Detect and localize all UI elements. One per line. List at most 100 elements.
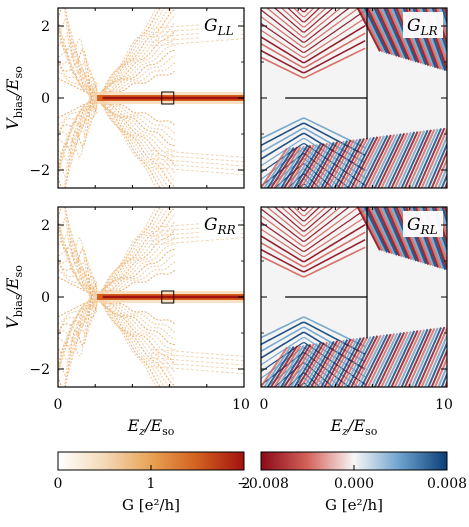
oscillation-stripe (356, 207, 382, 251)
oscillation-stripe (373, 8, 398, 57)
oscillation-stripe (437, 363, 447, 387)
panel-label-grr: GRR (200, 211, 240, 237)
oscillation-stripe (367, 333, 396, 387)
subband-line (96, 207, 166, 297)
oscillation-stripe (450, 207, 469, 278)
oscillation-stripe (307, 340, 335, 387)
oscillation-stripe (366, 207, 391, 254)
panel-gll: GLL (57, 7, 245, 189)
nonlocal-band (261, 39, 366, 74)
oscillation-stripe (459, 322, 469, 387)
oscillation-stripe (417, 127, 446, 188)
y-tick-label: 2 (41, 218, 50, 234)
oscillation-stripe (283, 343, 312, 387)
subband-line (96, 8, 176, 98)
nonlocal-band (266, 8, 342, 38)
oscillation-stripe (317, 140, 345, 188)
oscillation-stripe (361, 8, 386, 54)
nonlocal-band (261, 231, 366, 268)
oscillation-stripe (387, 131, 416, 188)
x-axis-label: Ez/Eso (330, 416, 378, 438)
oscillation-stripe (376, 207, 401, 257)
oscillation-stripe (390, 330, 419, 387)
subband-line (58, 259, 98, 297)
oscillation-stripe (383, 330, 412, 387)
oscillation-stripe (404, 129, 432, 188)
subband-line (58, 8, 98, 110)
subband-line (58, 297, 98, 325)
oscillation-stripe (296, 342, 325, 387)
colorbar-tick-label: −0.008 (237, 476, 289, 492)
oscillation-stripe (377, 331, 406, 387)
nonlocal-band (261, 336, 366, 378)
nonlocal-band (261, 207, 351, 242)
panel-label-gll: GLL (200, 12, 240, 38)
nonlocal-band (261, 316, 366, 348)
panel-label-box (403, 12, 443, 38)
subband-line (58, 301, 98, 375)
oscillation-stripe (390, 131, 419, 188)
colorbar-tick-label: 0.000 (334, 476, 374, 492)
subband-line (58, 70, 98, 98)
subband-line (58, 292, 98, 354)
nonlocal-band (273, 8, 334, 33)
oscillation-stripe (333, 138, 362, 188)
oscillation-stripe (310, 340, 339, 387)
oscillation-stripe (363, 207, 389, 253)
oscillation-stripe (383, 207, 408, 259)
x-tick-label: 10 (435, 397, 453, 413)
oscillation-stripe (371, 8, 396, 56)
oscillation-stripe (293, 342, 322, 387)
subband-line (58, 89, 98, 168)
panel-label-box (403, 211, 443, 237)
nonlocal-band (273, 362, 334, 387)
oscillation-stripe (313, 140, 342, 188)
oscillation-stripe (430, 348, 447, 387)
oscillation-stripe (414, 128, 442, 188)
oscillation-stripe (440, 371, 447, 387)
oscillation-stripe (390, 207, 415, 261)
colorbar-tick-label: 0 (54, 476, 63, 492)
oscillation-stripe (266, 345, 295, 387)
x-tick-label: 0 (54, 397, 63, 413)
subband-line (96, 8, 166, 98)
subband-line (58, 18, 98, 114)
x-axis-label: Ez/Eso (127, 416, 175, 438)
subband-line (58, 93, 98, 155)
y-tick-label: 0 (41, 290, 50, 306)
panel-label-glr: GLR (403, 12, 443, 38)
oscillation-stripe (360, 134, 389, 188)
oscillation-stripe (280, 145, 308, 188)
nonlocal-band (261, 224, 366, 263)
oscillation-stripe (440, 172, 447, 188)
oscillation-stripe (303, 142, 332, 188)
oscillation-stripe (388, 207, 413, 260)
nonlocal-band (261, 137, 366, 179)
oscillation-stripe (280, 344, 308, 387)
nonlocal-band (280, 367, 327, 387)
oscillation-stripe (340, 336, 369, 387)
subband-line (58, 41, 98, 103)
oscillation-stripe (263, 346, 292, 387)
subband-line (58, 288, 98, 367)
oscillation-stripe (359, 207, 384, 252)
oscillation-stripe (410, 327, 439, 387)
nonlocal-band (273, 207, 334, 232)
oscillation-stripe (343, 336, 372, 387)
nonlocal-band (298, 382, 310, 387)
oscillation-stripe (330, 138, 359, 188)
oscillation-stripe (407, 128, 436, 188)
oscillation-stripe (427, 340, 447, 387)
oscillation-stripe (310, 141, 339, 188)
y-tick-label: 0 (41, 91, 50, 107)
subband-line (96, 98, 166, 188)
oscillation-stripe (300, 142, 329, 188)
nonlocal-band (287, 372, 321, 387)
oscillation-stripe (276, 344, 305, 387)
colorbar-seq: 0 1 2 G [e²/h] (54, 451, 250, 514)
oscillation-stripe (443, 207, 447, 218)
panel-label-box (200, 12, 240, 38)
oscillation-stripe (353, 135, 382, 188)
oscillation-stripe (327, 139, 355, 188)
oscillation-stripe (368, 8, 394, 56)
